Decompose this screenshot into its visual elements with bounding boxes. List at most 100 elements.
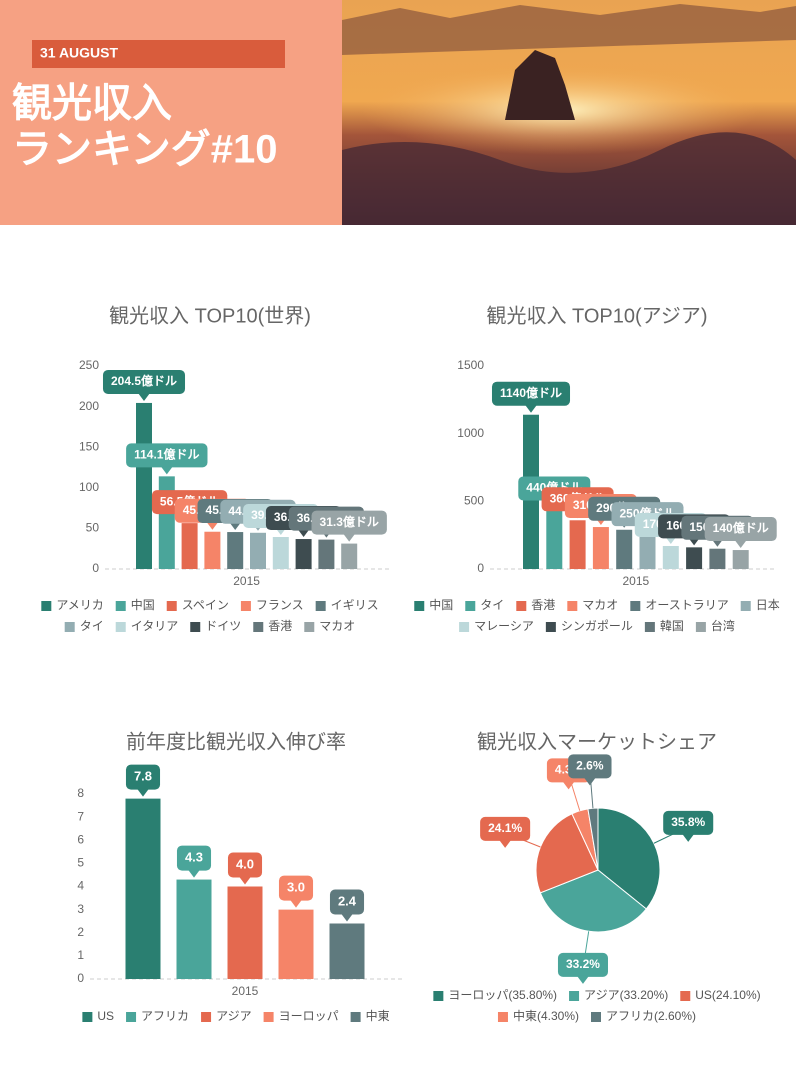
legend-label: マカオ	[319, 619, 355, 633]
data-label: 2.6%	[576, 759, 604, 773]
y-tick-label: 0	[77, 971, 84, 985]
legend-label: アジア(33.20%)	[584, 988, 668, 1002]
bar	[278, 909, 314, 979]
data-label-pointer	[137, 788, 149, 797]
legend-swatch	[190, 622, 201, 632]
legend-label: スペイン	[182, 598, 229, 612]
legend-label: 中東(4.30%)	[513, 1008, 579, 1023]
legend-label: タイ	[80, 619, 104, 633]
legend-swatch	[253, 622, 264, 632]
bar	[181, 523, 198, 569]
y-tick-label: 0	[477, 561, 484, 575]
data-label-box	[125, 764, 161, 790]
legend-swatch	[350, 1012, 361, 1022]
data-label-pointer	[341, 913, 353, 922]
legend-swatch	[465, 601, 476, 611]
legend-label: マレーシア	[474, 619, 534, 633]
legend-label: US	[97, 1009, 114, 1023]
y-tick-label: 1500	[457, 358, 484, 372]
legend-swatch	[695, 622, 706, 632]
legend-swatch	[497, 1012, 508, 1022]
legend-swatch	[64, 622, 75, 632]
legend-swatch	[304, 622, 315, 632]
data-label-pointer	[682, 833, 695, 842]
bar	[662, 545, 679, 569]
legend-label: 中東	[366, 1008, 390, 1023]
legend-label: ヨーロッパ	[279, 1009, 339, 1023]
legend-label: アフリカ(2.60%)	[606, 1009, 696, 1023]
legend-swatch	[516, 601, 527, 611]
legend-label: アジア	[216, 1009, 252, 1023]
legend-swatch	[740, 601, 751, 611]
y-tick-label: 150	[79, 439, 99, 453]
legend-label: フランス	[256, 598, 304, 612]
legend-label: 韓国	[660, 619, 684, 633]
data-label: 4.0	[236, 856, 254, 871]
bar	[592, 527, 609, 569]
legend-swatch	[166, 601, 177, 611]
chart-title: 観光収入 TOP10(世界)	[109, 304, 311, 327]
photo-rock	[505, 50, 575, 120]
legend-label: イタリア	[131, 619, 179, 633]
data-label-box	[278, 875, 314, 901]
y-tick-label: 8	[77, 786, 84, 800]
data-label: 33.2%	[566, 957, 600, 971]
bar	[732, 550, 749, 569]
legend-label: ヨーロッパ(35.80%)	[448, 988, 557, 1002]
y-tick-label: 4	[77, 879, 84, 893]
data-label-pointer	[188, 869, 200, 878]
legend-label: アフリカ	[141, 1009, 189, 1023]
data-label-box	[311, 510, 387, 535]
bar	[709, 548, 726, 569]
legend-label: US(24.10%)	[695, 988, 760, 1002]
main-title: 観光収入	[12, 82, 172, 126]
bar	[569, 520, 586, 569]
data-label: 3.0	[287, 880, 305, 895]
bar	[176, 879, 212, 979]
y-tick-label: 100	[79, 480, 99, 494]
data-label-box	[102, 369, 186, 394]
data-label-pointer	[206, 521, 219, 530]
data-label: 4.3	[185, 850, 203, 865]
main-title: ランキング#10	[12, 128, 278, 172]
chart-title: 観光収入 TOP10(アジア)	[486, 304, 707, 327]
data-label-pointer	[297, 529, 310, 538]
data-label: 35.8%	[671, 815, 705, 829]
data-label-pointer	[525, 404, 537, 413]
data-label: 31.3億ドル	[320, 514, 379, 529]
data-label-pointer	[343, 533, 356, 542]
y-tick-label: 7	[77, 809, 84, 823]
bar	[295, 539, 312, 569]
legend-swatch	[240, 601, 251, 611]
data-label-pointer	[239, 876, 251, 885]
y-tick-label: 0	[92, 561, 99, 575]
data-label-pointer	[138, 392, 150, 401]
y-tick-label: 1000	[457, 426, 484, 440]
chart-title: 前年度比観光収入伸び率	[126, 730, 346, 753]
bar	[227, 532, 244, 569]
bar	[546, 509, 563, 569]
legend-swatch	[567, 601, 578, 611]
legend-label: シンガポール	[561, 619, 633, 633]
data-label: 24.1%	[488, 821, 522, 835]
y-tick-label: 2	[77, 925, 84, 939]
legend-swatch	[263, 1012, 274, 1022]
data-label-pointer	[576, 975, 589, 984]
legend-label: ドイツ	[205, 619, 241, 633]
legend-swatch	[115, 622, 126, 632]
legend-label: オーストラリア	[645, 598, 728, 612]
data-label: 1140億ドル	[500, 385, 562, 400]
bar	[125, 798, 161, 979]
header-panel	[0, 0, 342, 225]
legend-swatch	[545, 622, 556, 632]
legend-label: 中国	[429, 597, 453, 612]
legend-swatch	[433, 991, 444, 1001]
y-tick-label: 6	[77, 832, 84, 846]
data-label-box	[329, 889, 365, 915]
data-label-pointer	[229, 522, 242, 531]
legend-swatch	[569, 991, 580, 1001]
data-label-pointer	[734, 540, 747, 549]
data-label: 2.4	[338, 893, 357, 908]
y-tick-label: 500	[464, 494, 484, 508]
